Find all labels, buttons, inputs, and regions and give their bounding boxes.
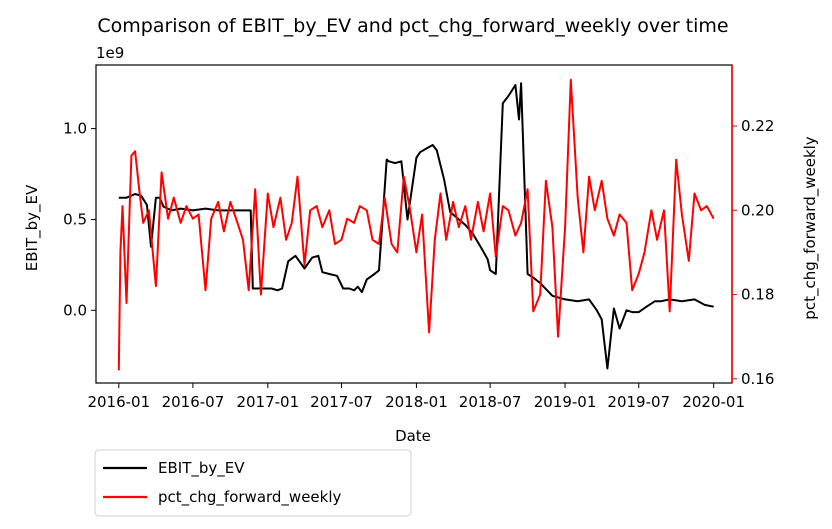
right-tick-label: 0.22 (741, 117, 774, 135)
x-tick-label: 2020-01 (682, 393, 745, 411)
x-tick-label: 2017-01 (236, 393, 299, 411)
left-y-ticks: 0.0 0.5 1.0 (63, 120, 96, 319)
right-tick-label: 0.16 (741, 370, 774, 388)
y-offset-text: 1e9 (96, 44, 124, 62)
x-tick-label: 2017-07 (310, 393, 373, 411)
left-axis-title: EBIT_by_EV (23, 184, 42, 271)
plot-frame (95, 64, 733, 384)
right-y-ticks: 0.16 0.18 0.20 0.22 (732, 117, 774, 388)
legend-label-ebit: EBIT_by_EV (158, 459, 245, 478)
chart-title: Comparison of EBIT_by_EV and pct_chg_for… (97, 15, 728, 37)
x-tick-label: 2018-01 (385, 393, 448, 411)
legend: EBIT_by_EV pct_chg_forward_weekly (94, 449, 412, 517)
right-axis-title: pct_chg_forward_weekly (801, 136, 820, 320)
right-tick-label: 0.18 (741, 286, 774, 304)
left-tick-label: 0.5 (63, 210, 87, 228)
x-tick-label: 2016-07 (162, 393, 225, 411)
series-layer (117, 78, 715, 371)
right-tick-label: 0.20 (741, 201, 774, 219)
series-line-pct-chg-forward-weekly (117, 78, 715, 371)
x-tick-label: 2018-07 (459, 393, 522, 411)
x-ticks: 2016-01 2016-07 2017-01 2017-07 2018-01 2018-… (87, 383, 745, 411)
x-tick-label: 2016-01 (87, 393, 150, 411)
x-tick-label: 2019-01 (534, 393, 597, 411)
left-tick-label: 1.0 (63, 120, 87, 138)
x-axis-title: Date (395, 427, 431, 445)
x-tick-label: 2019-07 (607, 393, 670, 411)
left-tick-label: 0.0 (63, 301, 87, 319)
series-line-ebit-by-ev (118, 82, 714, 370)
legend-label-pct: pct_chg_forward_weekly (158, 488, 342, 507)
legend-box (94, 449, 412, 517)
